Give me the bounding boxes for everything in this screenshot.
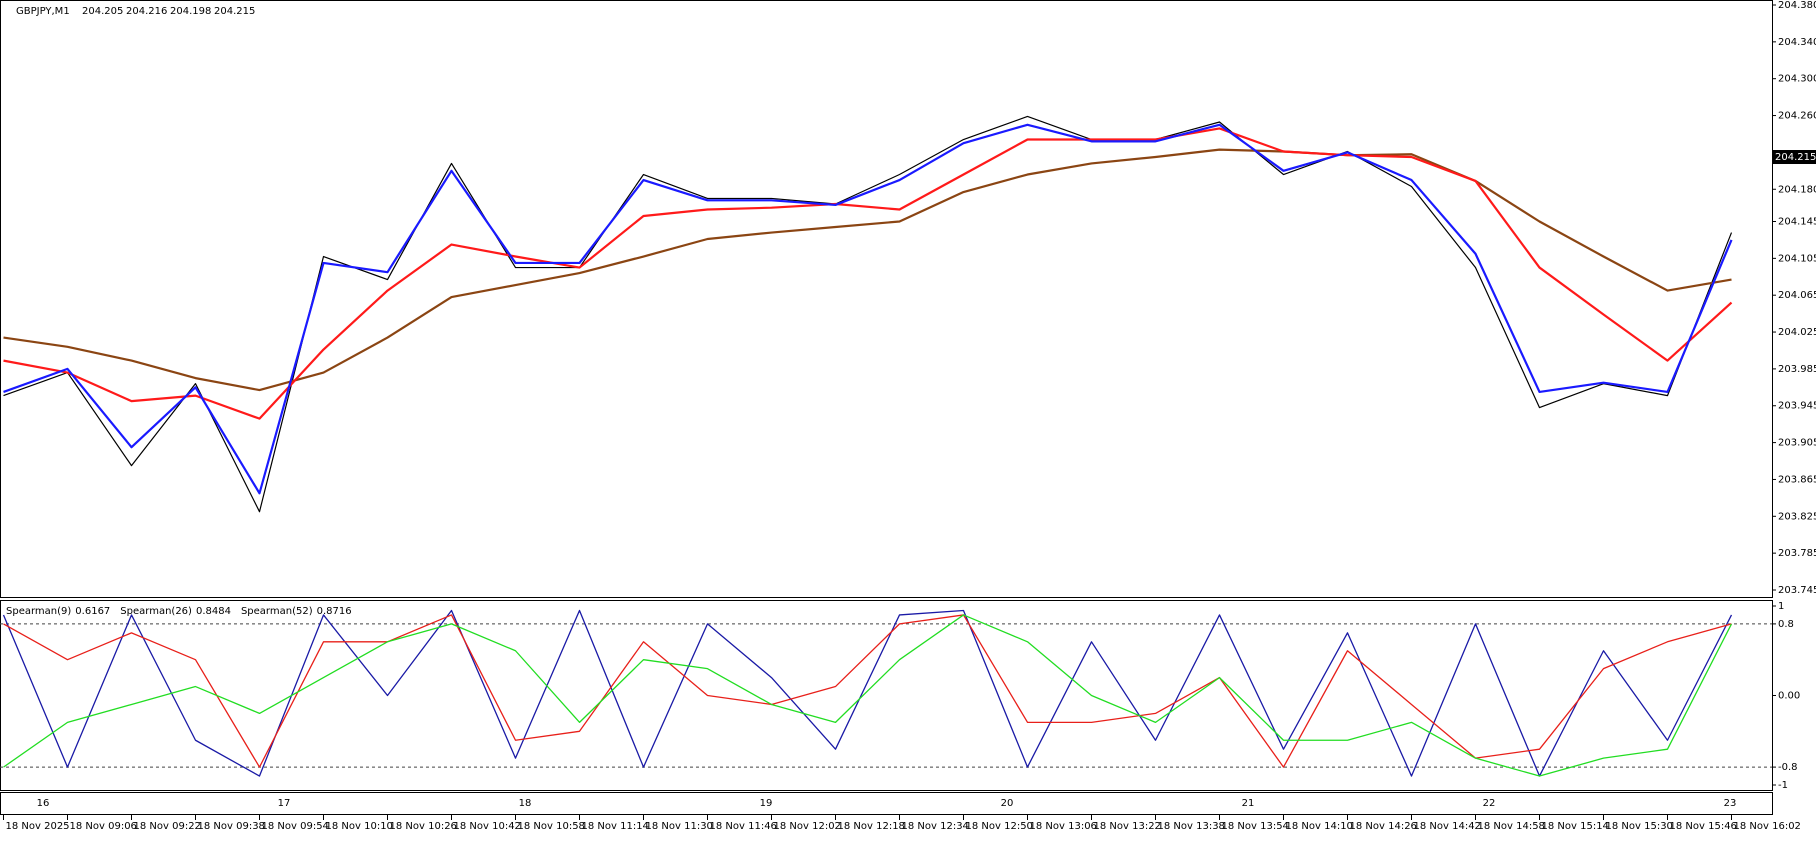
symbol: GBPJPY,M1 xyxy=(16,6,70,17)
y-tick-label: -0.8 xyxy=(1778,762,1798,773)
indicator-value: 0.8484 xyxy=(196,606,231,617)
y-tick-label: 1 xyxy=(1778,601,1784,612)
time-label: 18 Nov 12:50 xyxy=(966,821,1033,832)
time-label: 18 Nov 10:42 xyxy=(454,821,521,832)
index-label: 16 xyxy=(37,798,50,809)
time-label: 18 Nov 15:46 xyxy=(1670,821,1737,832)
y-tick-label: 204.340 xyxy=(1778,37,1816,48)
y-tick-label: 204.180 xyxy=(1778,184,1816,195)
index-label: 23 xyxy=(1724,798,1737,809)
time-label: 18 Nov 10:26 xyxy=(390,821,457,832)
indicator-value: 0.6167 xyxy=(75,606,110,617)
index-label: 21 xyxy=(1242,798,1255,809)
series-line xyxy=(3,123,1733,495)
y-tick-label: 204.260 xyxy=(1778,111,1816,122)
last-price-box xyxy=(1772,150,1816,165)
y-tick-label: 203.825 xyxy=(1778,511,1816,522)
y-tick-label: 0.00 xyxy=(1778,691,1800,702)
time-label: 18 Nov 2025 xyxy=(6,821,70,832)
index-label: 19 xyxy=(760,798,773,809)
time-label: 18 Nov 10:58 xyxy=(518,821,585,832)
price-panel xyxy=(0,0,1773,598)
y-tick-label: 203.985 xyxy=(1778,364,1816,375)
time-label: 18 Nov 11:30 xyxy=(646,821,713,832)
series-line xyxy=(3,614,1733,777)
series-line xyxy=(3,614,1732,768)
y-tick-label: 203.865 xyxy=(1778,474,1816,485)
y-tick-label: 203.945 xyxy=(1778,401,1816,412)
y-tick-label: 0.8 xyxy=(1778,619,1794,630)
index-label: 20 xyxy=(1001,798,1014,809)
time-label: 18 Nov 12:02 xyxy=(774,821,841,832)
time-label: 18 Nov 14:42 xyxy=(1414,821,1481,832)
series-line xyxy=(3,115,1733,513)
index-strip xyxy=(0,792,1773,815)
last-price-label: 204.215 xyxy=(1775,152,1816,163)
header-price: 204.216 xyxy=(126,6,167,17)
series-line xyxy=(3,127,1733,420)
time-label: 18 Nov 12:18 xyxy=(838,821,905,832)
y-tick-label: 204.065 xyxy=(1778,290,1816,301)
time-label: 18 Nov 09:54 xyxy=(262,821,329,832)
time-label: 18 Nov 14:26 xyxy=(1350,821,1417,832)
indicator-panel xyxy=(0,600,1773,791)
y-tick-label: 204.025 xyxy=(1778,327,1816,338)
index-label: 22 xyxy=(1483,798,1496,809)
header-price: 204.205 xyxy=(82,6,123,17)
header-price: 204.215 xyxy=(214,6,255,17)
time-label: 18 Nov 15:30 xyxy=(1606,821,1673,832)
y-tick-label: 204.380 xyxy=(1778,0,1816,11)
y-tick-label: 203.745 xyxy=(1778,585,1816,596)
time-label: 18 Nov 13:38 xyxy=(1158,821,1225,832)
indicator-name: Spearman(9) xyxy=(6,606,71,617)
y-tick-label: 203.905 xyxy=(1778,438,1816,449)
time-label: 18 Nov 15:14 xyxy=(1542,821,1609,832)
time-label: 18 Nov 09:38 xyxy=(198,821,265,832)
time-label: 18 Nov 16:02 xyxy=(1734,821,1801,832)
indicator-name: Spearman(26) xyxy=(120,606,192,617)
y-tick-label: -1 xyxy=(1778,780,1788,791)
time-label: 18 Nov 13:22 xyxy=(1094,821,1161,832)
time-label: 18 Nov 14:10 xyxy=(1286,821,1353,832)
header: GBPJPY,M1 xyxy=(16,6,70,17)
time-label: 18 Nov 13:54 xyxy=(1222,821,1289,832)
series-line xyxy=(3,148,1732,392)
y-tick-label: 204.105 xyxy=(1778,253,1816,264)
time-label: 18 Nov 11:14 xyxy=(582,821,649,832)
time-label: 18 Nov 12:34 xyxy=(902,821,969,832)
time-label: 18 Nov 11:46 xyxy=(710,821,777,832)
y-tick-label: 204.145 xyxy=(1778,216,1816,227)
y-tick-label: 203.785 xyxy=(1778,548,1816,559)
time-label: 18 Nov 09:22 xyxy=(134,821,201,832)
y-tick-label: 204.300 xyxy=(1778,74,1816,85)
time-label: 18 Nov 09:06 xyxy=(70,821,137,832)
indicator-value: 0.8716 xyxy=(317,606,352,617)
time-label: 18 Nov 13:06 xyxy=(1030,821,1097,832)
indicator-name: Spearman(52) xyxy=(241,606,313,617)
series-line xyxy=(2,609,1733,777)
index-label: 18 xyxy=(519,798,532,809)
time-label: 18 Nov 14:58 xyxy=(1478,821,1545,832)
time-label: 18 Nov 10:10 xyxy=(326,821,393,832)
index-label: 17 xyxy=(278,798,291,809)
header-price: 204.198 xyxy=(170,6,211,17)
